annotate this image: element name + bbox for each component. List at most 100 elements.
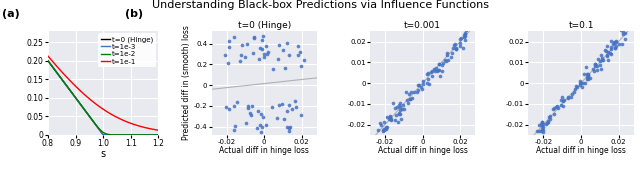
Text: Understanding Black-box Predictions via Influence Functions: Understanding Black-box Predictions via … — [152, 0, 488, 10]
Point — [605, 52, 615, 55]
Point — [460, 32, 470, 35]
Point — [259, 56, 269, 59]
Point — [397, 107, 407, 110]
Point — [442, 59, 452, 62]
Point — [273, 58, 284, 60]
Point — [378, 130, 388, 132]
Point — [605, 39, 616, 42]
Point — [566, 96, 576, 98]
Point — [620, 31, 630, 34]
Point — [385, 114, 395, 117]
Point — [406, 90, 416, 93]
Point — [596, 68, 606, 70]
Point — [553, 107, 563, 110]
Point — [563, 95, 573, 98]
Point — [388, 102, 399, 104]
Point — [442, 51, 452, 54]
Point — [229, 35, 239, 38]
Point — [261, 45, 271, 48]
Point — [557, 100, 568, 102]
Point — [585, 76, 595, 79]
Point — [434, 63, 444, 65]
Point — [403, 101, 413, 104]
Point — [257, 39, 268, 42]
Point — [606, 48, 616, 51]
Point — [223, 62, 234, 65]
X-axis label: Actual diff in hinge loss: Actual diff in hinge loss — [378, 147, 468, 156]
Point — [534, 129, 544, 132]
Point — [379, 120, 389, 123]
Point — [582, 78, 592, 81]
Point — [538, 123, 548, 125]
Point — [552, 105, 563, 108]
Point — [545, 114, 555, 117]
Point — [249, 37, 259, 40]
t=1e-1 — [155, 129, 163, 131]
Point — [461, 28, 472, 31]
Point — [611, 44, 621, 47]
Point — [279, 117, 289, 120]
Point — [541, 122, 552, 125]
t=1e-2 — [97, 129, 104, 131]
Point — [618, 32, 628, 35]
Point — [618, 31, 628, 34]
Point — [557, 104, 568, 107]
t=1e-3 — [152, 134, 159, 136]
Point — [575, 84, 586, 86]
Point — [385, 116, 396, 119]
t=1e-2 — [97, 130, 105, 132]
Point — [380, 127, 390, 130]
Point — [436, 64, 447, 67]
Point — [224, 39, 234, 42]
Point — [256, 130, 266, 133]
Point — [402, 99, 412, 102]
Point — [433, 69, 443, 71]
Point — [545, 117, 556, 120]
Point — [582, 78, 593, 81]
Point — [223, 108, 234, 111]
t=1e-2 — [110, 134, 118, 136]
Point — [435, 74, 445, 77]
Point — [255, 123, 265, 126]
Point — [382, 116, 392, 119]
Point — [570, 88, 580, 90]
Point — [582, 76, 593, 79]
Point — [556, 99, 566, 102]
Point — [282, 110, 292, 113]
Point — [450, 42, 460, 45]
Point — [427, 70, 437, 72]
Point — [274, 44, 284, 46]
X-axis label: Actual diff in hinge loss: Actual diff in hinge loss — [536, 147, 626, 156]
t=1e-3 — [44, 60, 52, 62]
Point — [394, 113, 404, 116]
t=0 (Hinge) — [104, 134, 112, 136]
Point — [422, 72, 432, 75]
t=1e-1 — [44, 55, 52, 57]
Point — [393, 120, 403, 123]
Point — [540, 122, 550, 125]
Point — [566, 93, 577, 96]
Point — [608, 42, 618, 45]
Point — [617, 43, 627, 45]
Point — [259, 35, 269, 38]
Point — [609, 42, 620, 45]
Point — [423, 71, 433, 74]
Point — [613, 42, 623, 45]
Point — [293, 54, 303, 56]
t=1e-2 — [152, 134, 159, 136]
Point — [381, 126, 392, 128]
Line: t=0 (Hinge): t=0 (Hinge) — [48, 61, 159, 135]
Point — [455, 37, 465, 40]
Point — [596, 58, 607, 61]
t=1e-2 — [155, 134, 163, 136]
Point — [575, 80, 585, 82]
Point — [451, 48, 461, 51]
Point — [397, 103, 408, 106]
Point — [548, 113, 559, 115]
Point — [606, 46, 616, 48]
Point — [583, 74, 593, 76]
Text: (a): (a) — [2, 9, 20, 19]
Point — [224, 46, 234, 48]
Point — [220, 54, 230, 57]
t=1e-2 — [134, 134, 142, 136]
